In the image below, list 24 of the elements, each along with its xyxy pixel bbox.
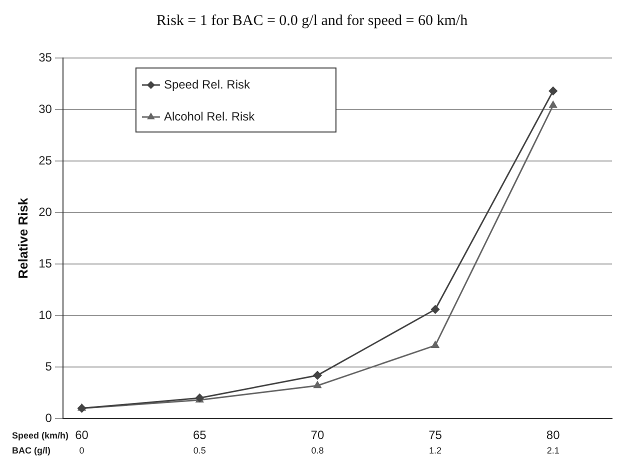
y-tick-label: 20 xyxy=(38,204,52,219)
y-tick-label: 25 xyxy=(38,153,52,168)
x-tick-label: 60 xyxy=(75,428,89,442)
text: 2.1 xyxy=(546,445,560,456)
x-axis-title: Speed (km/h) xyxy=(12,430,69,440)
y-tick-label: 15 xyxy=(38,256,52,270)
x-tick-label: 80 xyxy=(546,428,560,442)
x-tick-label: 70 xyxy=(310,428,324,442)
chart-title: Risk = 1 for BAC = 0.0 g/l and for speed = 60 km/h xyxy=(156,12,468,29)
legend-label: Speed Rel. Risk xyxy=(164,77,251,92)
text: 0 xyxy=(79,445,84,456)
text: BAC (g/l) xyxy=(12,445,50,456)
text: 1.2 xyxy=(429,445,442,456)
y-tick-label: 5 xyxy=(45,359,52,374)
text: 0.8 xyxy=(311,445,324,456)
legend-label: Alcohol Rel. Risk xyxy=(164,109,256,124)
y-tick-label: 30 xyxy=(38,102,52,116)
y-tick-label: 10 xyxy=(38,308,52,322)
x-tick-label: 65 xyxy=(192,428,207,442)
y-axis-title: Relative Risk xyxy=(15,197,30,279)
y-tick-label: 35 xyxy=(38,50,52,64)
text: 0.5 xyxy=(193,445,206,456)
y-tick-label: 0 xyxy=(45,410,52,425)
x-tick-label: 75 xyxy=(428,428,442,442)
